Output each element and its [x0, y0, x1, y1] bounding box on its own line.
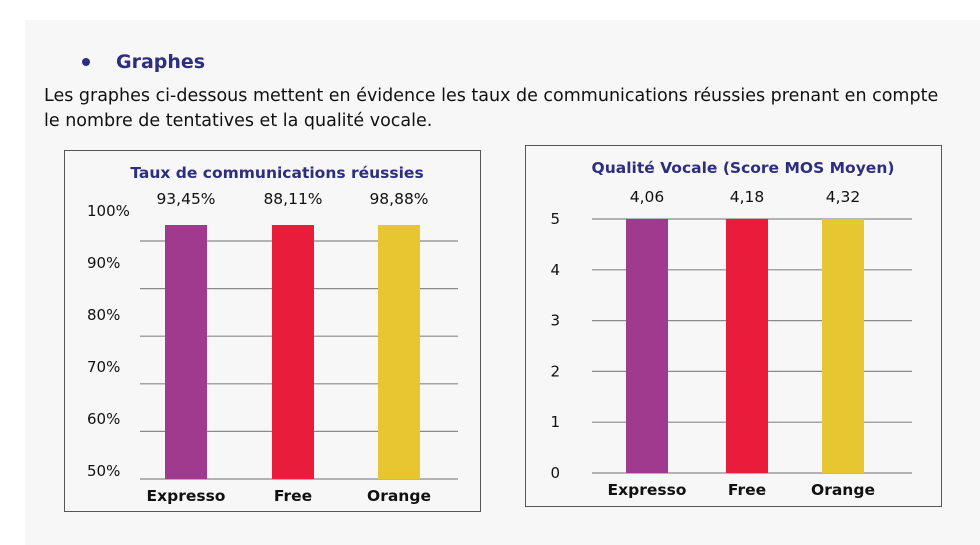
success-chart-category-label-free: Free	[274, 487, 312, 505]
success-chart-tick-label: 80%	[87, 306, 120, 324]
success-chart-bar-free	[272, 225, 314, 479]
success-chart-data-label-expresso: 93,45%	[156, 190, 215, 208]
success-chart-category-label-expresso: Expresso	[147, 487, 226, 505]
mos-chart-tick-label: 0	[550, 464, 560, 482]
mos-chart-data-label-expresso: 4,06	[630, 188, 665, 206]
intro-paragraph: Les graphes ci-dessous mettent en éviden…	[44, 86, 939, 131]
success-rate-chart-svg: Taux de communications réussies 50% 60% 70%…	[87, 164, 458, 505]
mos-chart-data-label-orange: 4,32	[826, 188, 861, 206]
bullet-icon	[82, 58, 90, 66]
success-rate-chart: Taux de communications réussies 50% 60% 70%…	[64, 150, 481, 512]
success-chart-bar-expresso	[165, 225, 207, 479]
section-heading: Graphes	[82, 48, 205, 76]
section-heading-text: Graphes	[116, 51, 206, 73]
success-chart-tick-label: 60%	[87, 410, 120, 428]
success-chart-tick-label: 70%	[87, 358, 120, 376]
mos-chart-tick-label: 4	[550, 261, 560, 279]
success-chart-data-label-free: 88,11%	[263, 190, 322, 208]
mos-chart-bar-free	[726, 219, 768, 473]
voice-quality-chart: Qualité Vocale (Score MOS Moyen) 0 1 2 3 4 5 4,…	[525, 145, 942, 507]
success-chart-tick-label: 90%	[87, 254, 120, 272]
success-chart-data-label-orange: 98,88%	[369, 190, 428, 208]
voice-quality-chart-svg: Qualité Vocale (Score MOS Moyen) 0 1 2 3 4 5 4,…	[550, 159, 912, 499]
mos-chart-bar-expresso	[626, 219, 668, 473]
success-chart-bar-orange	[378, 225, 420, 479]
mos-chart-category-label-orange: Orange	[811, 481, 875, 499]
mos-chart-tick-label: 1	[550, 413, 560, 431]
mos-chart-tick-label: 5	[550, 210, 560, 228]
mos-chart-tick-label: 3	[550, 312, 560, 330]
mos-chart-title: Qualité Vocale (Score MOS Moyen)	[592, 159, 895, 177]
mos-chart-bar-orange	[822, 219, 864, 473]
success-chart-category-label-orange: Orange	[367, 487, 431, 505]
mos-chart-tick-label: 2	[550, 362, 560, 380]
success-chart-title: Taux de communications réussies	[130, 164, 423, 182]
mos-chart-data-label-free: 4,18	[730, 188, 765, 206]
mos-chart-category-label-free: Free	[728, 481, 766, 499]
success-chart-tick-label: 50%	[87, 462, 120, 480]
success-chart-tick-label: 100%	[87, 202, 130, 220]
mos-chart-category-label-expresso: Expresso	[608, 481, 687, 499]
